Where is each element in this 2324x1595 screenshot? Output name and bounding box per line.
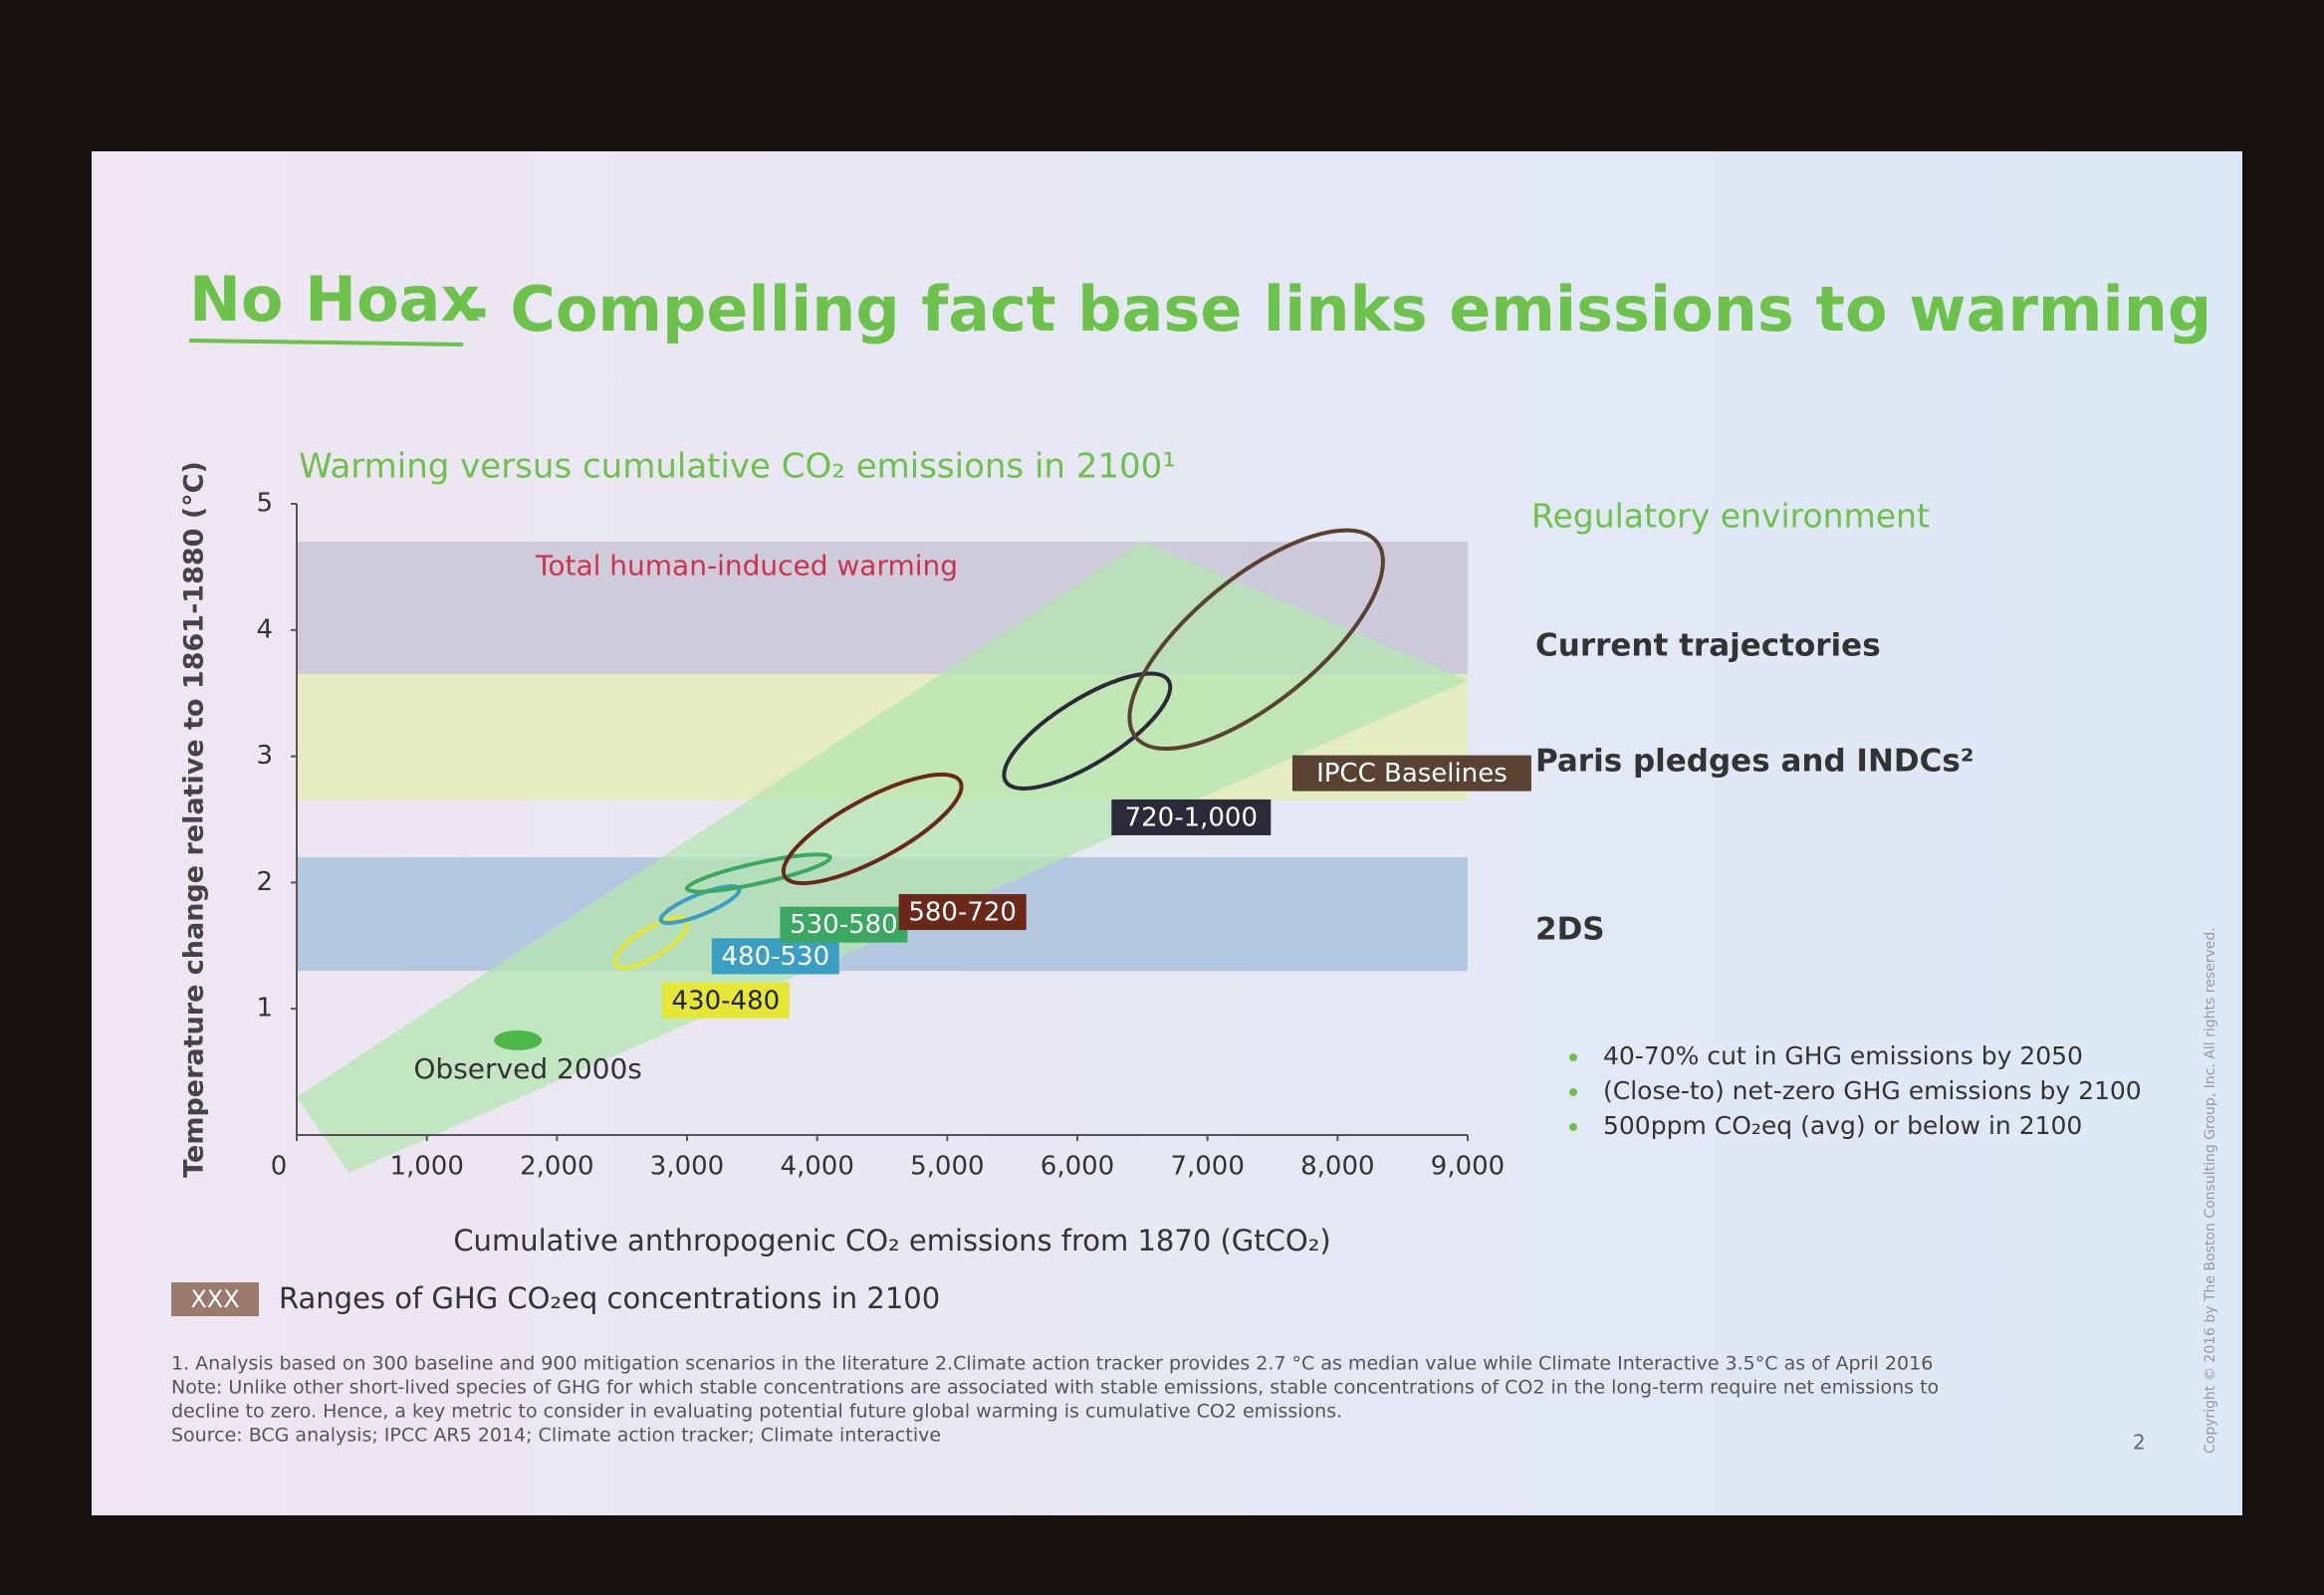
range-label: 580-720 [908, 898, 1017, 928]
copyright: Copyright © 2016 by The Boston Consultin… [2203, 927, 2218, 1454]
range-label-box [661, 982, 790, 1019]
footnote: Note: Unlike other short-lived species o… [171, 1377, 1939, 1399]
x-tick-label: 9,000 [1431, 1152, 1505, 1182]
x-tick-label: 6,000 [1041, 1152, 1114, 1182]
x-tick-label: 5,000 [910, 1152, 984, 1182]
side-heading: Regulatory environment [1531, 497, 1930, 536]
y-tick-label: 5 [256, 489, 273, 519]
y-tick-label: 3 [256, 741, 273, 771]
legend-text: Ranges of GHG CO₂eq concentrations in 21… [279, 1281, 940, 1315]
band-label: 2DS [1535, 912, 1605, 948]
range-label-box [1111, 798, 1272, 835]
bullet: 500ppm CO₂eq (avg) or below in 2100 [1603, 1111, 2082, 1140]
title-rest: - Compelling fact base links emissions t… [463, 273, 2211, 345]
footnote: 1. Analysis based on 300 baseline and 90… [171, 1353, 1933, 1375]
range-label-box [780, 906, 908, 943]
title-lead: No Hoax [189, 263, 480, 336]
x-tick-label: 7,000 [1170, 1152, 1244, 1182]
y-tick-label: 1 [256, 994, 273, 1024]
concentration-range [684, 852, 832, 894]
bullet-dot [1569, 1053, 1577, 1061]
x-tick-label: 8,000 [1300, 1152, 1374, 1182]
concentration-range [781, 772, 964, 886]
page-number: 2 [2133, 1431, 2146, 1455]
bullet-dot [1569, 1088, 1577, 1096]
bullet: 40-70% cut in GHG emissions by 2050 [1603, 1041, 2083, 1070]
range-label: 530-580 [790, 910, 898, 940]
x-tick-label: 1,000 [389, 1152, 463, 1182]
range-label: 480-530 [722, 942, 830, 972]
title-underline [188, 339, 464, 346]
concentration-range [1002, 671, 1173, 791]
range-label-box [898, 894, 1027, 931]
band-annotation: Total human-induced warming [535, 549, 958, 581]
bullet-dot [1569, 1123, 1577, 1131]
y-axis-label: Temperature change relative to 1861-1880… [179, 461, 210, 1178]
bullet: (Close-to) net-zero GHG emissions by 210… [1603, 1076, 2142, 1105]
observed-point [494, 1029, 543, 1050]
y-tick-label: 4 [256, 614, 273, 644]
x-tick-label: 4,000 [780, 1152, 853, 1182]
x-tick-label: 3,000 [650, 1152, 724, 1182]
range-label: 720-1,000 [1125, 802, 1258, 832]
x-tick-label: 0 [271, 1152, 288, 1182]
concentration-range [1127, 528, 1385, 752]
range-label: 430-480 [672, 986, 781, 1016]
chart-title: Warming versus cumulative CO₂ emissions … [299, 447, 1176, 487]
x-axis-label: Cumulative anthropogenic CO₂ emissions f… [453, 1224, 1330, 1257]
footnote: Source: BCG analysis; IPCC AR5 2014; Cli… [171, 1425, 941, 1447]
observed-label: Observed 2000s [413, 1052, 641, 1085]
range-label-box [1291, 755, 1531, 792]
band-label: Current trajectories [1535, 628, 1881, 664]
y-tick-label: 2 [256, 867, 273, 897]
range-label: IPCC Baselines [1316, 759, 1508, 789]
legend-box-text: XXX [190, 1285, 239, 1313]
footnote: decline to zero. Hence, a key metric to … [171, 1401, 1342, 1423]
band-label: Paris pledges and INDCs² [1535, 744, 1974, 780]
range-label-box [711, 938, 839, 975]
legend-box [171, 1282, 259, 1316]
x-tick-label: 2,000 [520, 1152, 593, 1182]
